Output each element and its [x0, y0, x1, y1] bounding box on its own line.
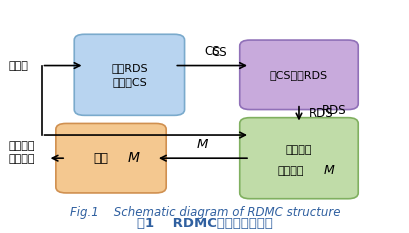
- Text: CS: CS: [211, 46, 227, 59]
- Text: RDS: RDS: [321, 104, 345, 117]
- Text: 距离矩阵: 距离矩阵: [277, 166, 303, 176]
- Text: 图1    RDMC方法结构示意图: 图1 RDMC方法结构示意图: [137, 217, 272, 230]
- Text: 数据集: 数据集: [9, 61, 29, 71]
- Text: 时间序列
事件类别: 时间序列 事件类别: [9, 141, 35, 164]
- Text: 从CS选取RDS: 从CS选取RDS: [269, 70, 327, 80]
- Text: Fig.1    Schematic diagram of RDMC structure: Fig.1 Schematic diagram of RDMC structur…: [70, 206, 339, 219]
- FancyBboxPatch shape: [239, 118, 357, 199]
- Text: $\mathbf{\mathit{M}}$: $\mathbf{\mathit{M}}$: [126, 151, 140, 165]
- FancyBboxPatch shape: [239, 40, 357, 110]
- Text: $\mathbf{\mathit{M}}$: $\mathbf{\mathit{M}}$: [323, 164, 335, 177]
- Text: 动态构建: 动态构建: [285, 145, 312, 155]
- Text: $\mathbf{\mathit{M}}$: $\mathbf{\mathit{M}}$: [196, 138, 209, 151]
- Text: CS: CS: [204, 45, 219, 58]
- FancyBboxPatch shape: [74, 34, 184, 115]
- Text: 聚类: 聚类: [93, 152, 108, 165]
- Text: RDS: RDS: [308, 107, 333, 120]
- FancyBboxPatch shape: [56, 123, 166, 193]
- Text: 构建RDS
候选集CS: 构建RDS 候选集CS: [111, 63, 147, 87]
